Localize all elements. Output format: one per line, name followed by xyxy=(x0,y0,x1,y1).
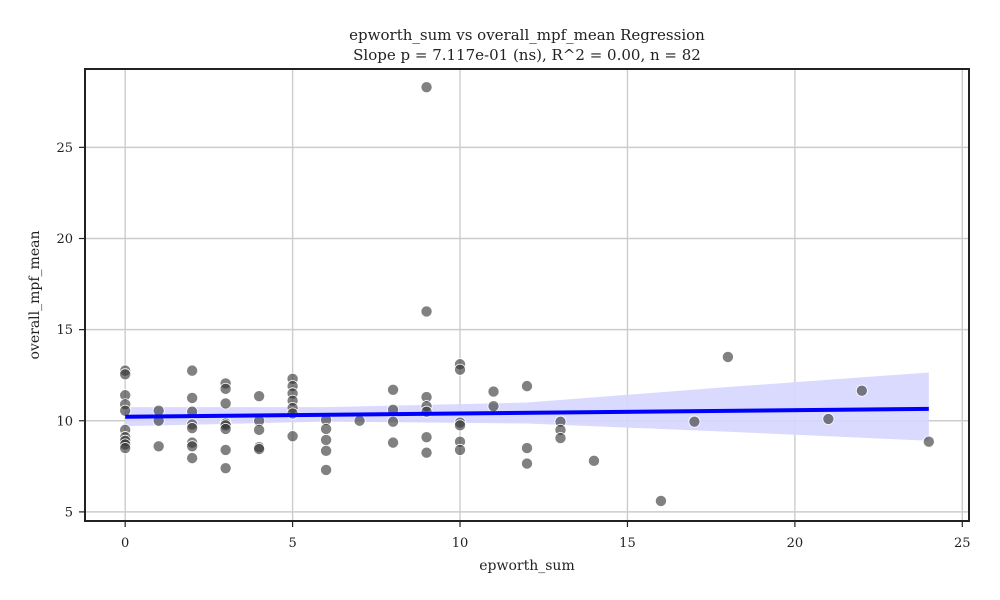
data-point xyxy=(822,412,835,425)
data-point xyxy=(320,433,333,446)
data-point xyxy=(320,444,333,457)
data-point xyxy=(487,400,500,413)
data-point xyxy=(186,452,199,465)
data-point xyxy=(420,305,433,318)
data-point xyxy=(688,415,701,428)
grid-lines xyxy=(85,69,969,521)
data-point xyxy=(119,404,132,417)
data-point xyxy=(253,443,266,456)
data-point xyxy=(219,443,232,456)
data-point xyxy=(219,462,232,475)
data-points xyxy=(119,81,935,507)
data-point xyxy=(521,442,534,455)
y-tick-label: 15 xyxy=(56,323,73,338)
y-axis-ticks: 5 10 15 20 25 xyxy=(56,141,85,520)
data-point xyxy=(152,440,165,453)
data-point xyxy=(320,463,333,476)
y-tick-label: 25 xyxy=(56,141,73,156)
data-point xyxy=(454,443,467,456)
data-point xyxy=(219,422,232,435)
data-point xyxy=(186,440,199,453)
confidence-band-layer xyxy=(125,372,929,441)
data-point xyxy=(186,422,199,435)
x-tick-label: 5 xyxy=(288,536,296,551)
data-point xyxy=(186,391,199,404)
data-point xyxy=(855,384,868,397)
y-tick-label: 10 xyxy=(56,414,73,429)
x-axis-label: epworth_sum xyxy=(479,558,574,574)
data-point xyxy=(521,380,534,393)
data-point xyxy=(119,442,132,455)
data-point xyxy=(420,446,433,459)
x-tick-label: 25 xyxy=(954,536,971,551)
data-point xyxy=(353,414,366,427)
plot-frame xyxy=(84,68,970,522)
regression-line xyxy=(125,406,929,419)
data-point xyxy=(721,350,734,363)
data-point xyxy=(454,363,467,376)
x-tick-label: 20 xyxy=(787,536,804,551)
data-point xyxy=(387,436,400,449)
data-point xyxy=(454,419,467,432)
data-point xyxy=(654,494,667,507)
data-point xyxy=(119,368,132,381)
data-point xyxy=(554,432,567,445)
data-point xyxy=(253,390,266,403)
data-point xyxy=(420,81,433,94)
data-point xyxy=(922,435,935,448)
data-point xyxy=(521,457,534,470)
data-point xyxy=(487,385,500,398)
data-point xyxy=(219,382,232,395)
data-point xyxy=(420,431,433,444)
x-tick-label: 10 xyxy=(452,536,469,551)
data-point xyxy=(587,454,600,467)
x-tick-label: 15 xyxy=(619,536,636,551)
x-tick-label: 0 xyxy=(121,536,129,551)
data-point xyxy=(320,422,333,435)
y-axis-label: overall_mpf_mean xyxy=(27,231,43,360)
y-tick-label: 5 xyxy=(65,505,73,520)
regression-line-layer xyxy=(125,406,929,419)
chart-subtitle: Slope p = 7.117e-01 (ns), R^2 = 0.00, n … xyxy=(353,46,701,64)
x-axis-ticks: 0 5 10 15 20 25 xyxy=(121,521,971,551)
data-point xyxy=(286,430,299,443)
chart-title: epworth_sum vs overall_mpf_mean Regressi… xyxy=(349,26,705,44)
data-point xyxy=(387,383,400,396)
data-point xyxy=(186,364,199,377)
confidence-band xyxy=(125,372,929,441)
data-point xyxy=(253,423,266,436)
data-point xyxy=(219,397,232,410)
y-tick-label: 20 xyxy=(56,232,73,247)
data-point xyxy=(387,415,400,428)
